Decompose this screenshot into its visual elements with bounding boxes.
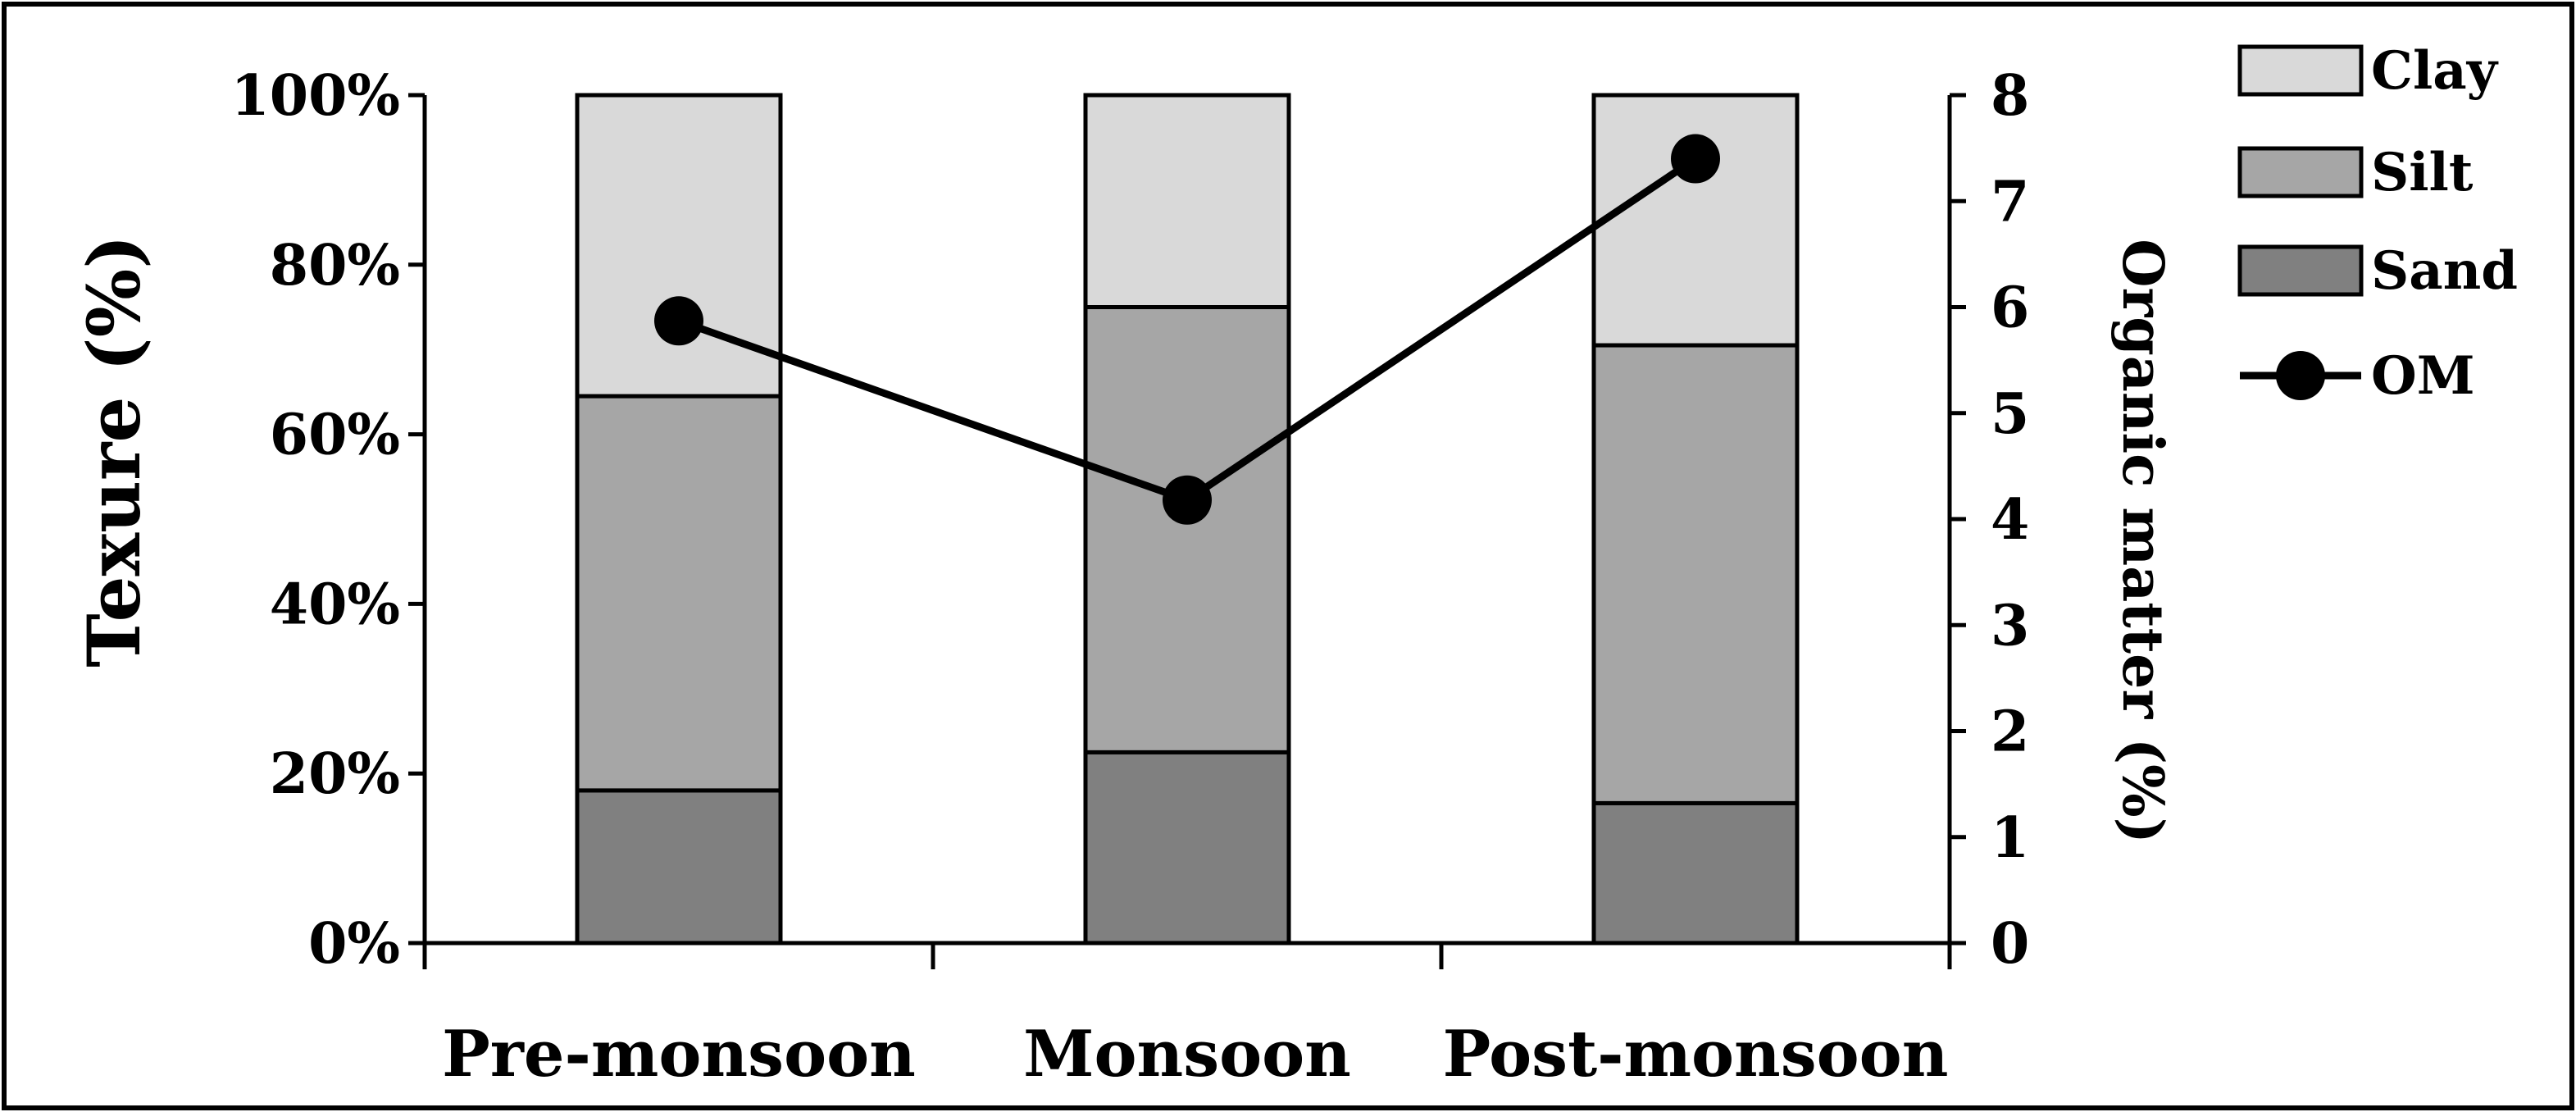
y-tick-label-left: 40% bbox=[270, 572, 400, 637]
y-tick-label-right: 2 bbox=[1991, 700, 2029, 765]
bar-silt-monsoon bbox=[1083, 305, 1291, 754]
axes-group: 0% 20% 40% 60% 80% 100% 0 1 2 3 4 5 6 7 8 Pre-monsoon Mo… bbox=[230, 63, 2029, 1091]
y-tick-label-right: 4 bbox=[1991, 487, 2029, 553]
bars-group bbox=[575, 93, 1800, 946]
legend-label-clay: Clay bbox=[2371, 40, 2499, 102]
y-tick-label-left: 20% bbox=[270, 741, 400, 807]
bar-silt-post-monsoon bbox=[1591, 343, 1800, 805]
y-tick-label-right: 7 bbox=[1991, 169, 2029, 235]
y-axis-label-right: Organic matter (%) bbox=[2109, 239, 2175, 844]
legend-swatch-sand bbox=[2237, 244, 2364, 297]
y-axis-label-left: Texure (%) bbox=[71, 235, 157, 668]
y-tick-label-right: 3 bbox=[1991, 593, 2029, 659]
om-point-monsoon bbox=[1163, 475, 1212, 525]
om-line-group bbox=[654, 134, 1720, 525]
legend-marker-om bbox=[2276, 351, 2325, 400]
y-tick-label-left: 80% bbox=[270, 233, 400, 299]
y-tick-label-left: 60% bbox=[270, 403, 400, 468]
y-tick-label-right: 5 bbox=[1991, 381, 2029, 447]
x-tick-label-pre-monsoon: Pre-monsoon bbox=[442, 1017, 916, 1091]
legend: Clay Silt Sand OM bbox=[2237, 40, 2518, 407]
y-tick-label-right: 0 bbox=[1991, 911, 2029, 977]
legend-label-om: OM bbox=[2371, 345, 2475, 407]
x-tick-label-post-monsoon: Post-monsoon bbox=[1443, 1017, 1949, 1091]
legend-swatch-clay bbox=[2237, 44, 2364, 97]
bar-clay-monsoon bbox=[1083, 93, 1291, 309]
legend-label-silt: Silt bbox=[2371, 142, 2474, 203]
bar-clay-pre-monsoon bbox=[575, 93, 783, 399]
bar-sand-pre-monsoon bbox=[575, 788, 783, 946]
bar-silt-pre-monsoon bbox=[575, 394, 783, 793]
y-tick-label-left: 100% bbox=[230, 63, 400, 129]
bar-sand-monsoon bbox=[1083, 750, 1291, 946]
om-point-post-monsoon bbox=[1671, 134, 1720, 184]
y-tick-label-left: 0% bbox=[308, 911, 400, 977]
y-tick-label-right: 1 bbox=[1991, 805, 2029, 871]
om-point-pre-monsoon bbox=[654, 296, 703, 346]
bar-clay-post-monsoon bbox=[1591, 93, 1800, 348]
y-tick-label-right: 6 bbox=[1991, 276, 2029, 341]
y-tick-label-right: 8 bbox=[1991, 63, 2029, 129]
legend-label-sand: Sand bbox=[2371, 240, 2518, 302]
x-tick-label-monsoon: Monsoon bbox=[1023, 1017, 1351, 1091]
legend-swatch-silt bbox=[2237, 146, 2364, 198]
bar-sand-post-monsoon bbox=[1591, 800, 1800, 946]
